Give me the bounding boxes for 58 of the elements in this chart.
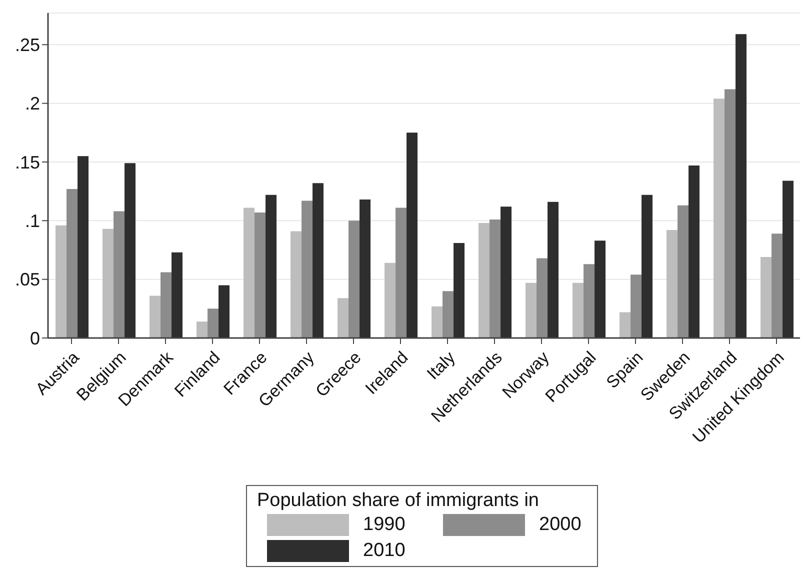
bar [572, 282, 584, 338]
bar [620, 312, 631, 338]
legend-title: Population share of immigrants in [256, 490, 540, 512]
bar [360, 200, 371, 338]
bar [384, 262, 396, 338]
bar [78, 156, 89, 338]
bar [102, 228, 114, 338]
bar [218, 285, 230, 338]
bar [548, 202, 559, 338]
bar [56, 225, 67, 338]
y-tick-label: .1 [24, 211, 40, 232]
bar [124, 163, 136, 338]
bar [172, 252, 183, 338]
bar [196, 322, 208, 338]
bar [642, 194, 653, 338]
bar [290, 231, 302, 338]
bar [584, 264, 595, 338]
y-tick-label: .25 [14, 35, 40, 56]
bar [526, 282, 537, 338]
bar [536, 258, 548, 338]
bar [724, 89, 736, 338]
bar [406, 132, 418, 338]
bar [160, 272, 172, 338]
y-tick-label: .2 [24, 94, 40, 114]
bar [688, 166, 700, 338]
bar [678, 205, 689, 338]
bar [302, 200, 313, 338]
bar [338, 298, 349, 338]
bar [244, 208, 255, 338]
bar [150, 296, 161, 338]
bar [208, 308, 219, 338]
bar [266, 194, 277, 338]
legend-label: 1990 [363, 514, 406, 536]
bar [782, 180, 794, 338]
bar [772, 234, 783, 338]
bar [478, 223, 490, 338]
bar [500, 206, 512, 338]
legend-label: 2000 [539, 514, 582, 536]
bar [442, 291, 454, 338]
bar [454, 242, 465, 338]
bar [714, 98, 725, 338]
bar [666, 230, 678, 338]
bar [254, 212, 266, 338]
bar [432, 306, 443, 338]
bar [630, 274, 642, 338]
bar [312, 183, 324, 338]
bar [66, 188, 78, 338]
bar [594, 240, 606, 338]
bar [760, 257, 772, 338]
bar [736, 34, 747, 338]
legend-label: 2010 [363, 540, 406, 562]
y-tick-label: .15 [14, 152, 40, 172]
bar [114, 211, 125, 338]
bar [490, 220, 501, 338]
bar [396, 208, 407, 338]
bar [348, 220, 360, 338]
y-tick-label: .05 [14, 270, 40, 290]
y-tick-label: 0 [30, 328, 40, 348]
